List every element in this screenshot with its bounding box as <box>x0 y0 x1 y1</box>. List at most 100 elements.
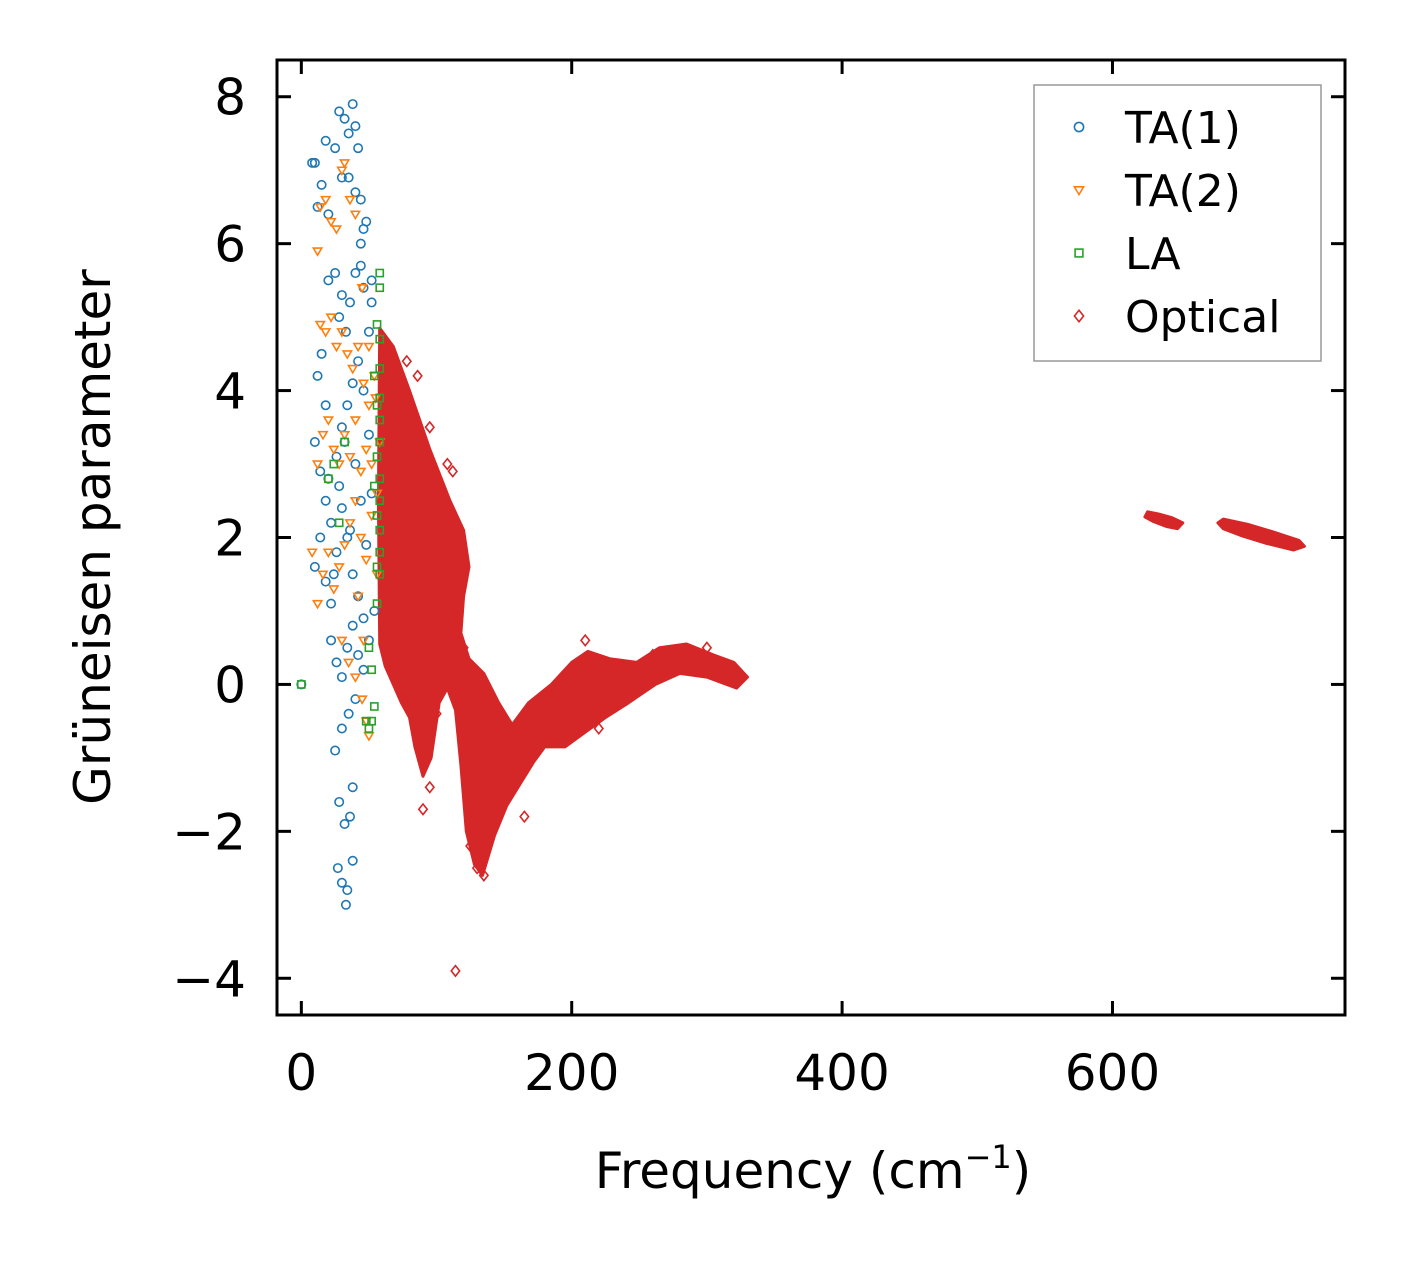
ta-2-point <box>322 416 334 426</box>
legend-label: TA(2) <box>1124 166 1241 217</box>
ta-2-point <box>349 210 362 221</box>
ta-1-point <box>339 818 350 829</box>
ta-1-point <box>336 290 347 301</box>
optical-point <box>442 457 453 471</box>
legend-marker-ta-2 <box>1073 185 1085 197</box>
y-tick-label: 2 <box>214 510 246 568</box>
ta-2-point <box>356 695 368 705</box>
ta-2-point <box>336 328 348 338</box>
optical-density-layer <box>376 326 1306 877</box>
legend-label: Optical <box>1125 292 1280 343</box>
la-point <box>375 474 385 484</box>
legend-item-ta-1: TA(1) <box>1073 103 1241 154</box>
x-axis-label-superscript: −1 <box>965 1138 1012 1176</box>
ta-1-point <box>342 885 353 896</box>
la-point <box>375 525 385 535</box>
ta-1-point <box>347 99 358 110</box>
ta-1-point <box>355 194 366 205</box>
ta-2-point <box>330 225 343 235</box>
la-point <box>372 562 382 572</box>
ta-2-point <box>357 379 370 390</box>
y-tick-labels: −4 −2 0 2 4 6 8 <box>172 69 246 1009</box>
la-point <box>375 415 385 425</box>
la-point <box>375 547 385 557</box>
ta-2-point <box>349 673 362 683</box>
y-tick-label: 0 <box>214 656 246 714</box>
la-point <box>367 665 377 675</box>
ta-2-point <box>366 460 378 470</box>
ta-2-point <box>363 342 375 353</box>
scatter-points-layer <box>296 99 713 978</box>
ta-1-point <box>347 378 358 389</box>
ta-1-point <box>355 238 366 249</box>
ta-2-point <box>371 489 383 500</box>
ta-1-point <box>316 179 327 190</box>
optical-point <box>431 501 442 515</box>
ta-2-point <box>347 364 359 375</box>
legend-items: TA(1) TA(2) LA Optical <box>1073 103 1280 343</box>
ta-1-point <box>343 708 354 719</box>
ta-1-point <box>340 326 351 337</box>
la-point <box>296 680 306 689</box>
x-tick-labels: 0 200 400 600 <box>285 1044 1160 1102</box>
ta-1-point <box>358 613 369 624</box>
ta-2-point <box>356 283 368 294</box>
x-axis-label-text: Frequency (cm <box>595 1142 965 1200</box>
ta-1-point <box>353 356 364 367</box>
y-tick-label: 8 <box>214 69 246 127</box>
la-point <box>372 452 382 462</box>
ta-2-point <box>336 636 348 647</box>
la-point <box>324 474 333 484</box>
ta-1-point <box>350 268 361 279</box>
ta-1-point <box>350 187 361 198</box>
ta-2-point <box>357 636 370 647</box>
optical-point <box>412 369 423 383</box>
la-point <box>364 643 374 653</box>
ta-1-point <box>363 429 374 440</box>
ta-1-point <box>336 672 347 683</box>
optical-point <box>478 868 490 882</box>
ta-1-point <box>309 436 320 447</box>
ta-2-point <box>306 548 318 558</box>
ta-2-point <box>311 599 324 610</box>
optical-point <box>401 354 413 368</box>
ta-2-point <box>352 592 364 603</box>
ta-1-point <box>315 466 326 477</box>
x-tick-label: 400 <box>794 1044 889 1102</box>
ta-1-point <box>330 143 341 154</box>
ta-1-point <box>309 157 320 168</box>
la-point <box>372 320 382 329</box>
ta-1-point <box>309 561 320 572</box>
legend-item-optical: Optical <box>1073 292 1280 343</box>
optical-dense-region-2 <box>1143 510 1185 531</box>
legend-item-ta-2: TA(2) <box>1073 166 1241 217</box>
la-point <box>369 481 379 491</box>
ta-2-point <box>333 563 345 573</box>
ta-2-point <box>322 548 334 558</box>
ta-2-point <box>363 401 375 412</box>
ta-1-point <box>361 539 372 550</box>
ta-2-point <box>320 328 332 338</box>
y-tick-label: −4 <box>172 950 246 1008</box>
ta-1-point <box>315 532 326 543</box>
la-point <box>361 716 371 726</box>
ta-2-point <box>352 342 364 353</box>
ta-1-point <box>345 297 356 308</box>
ta-2-point <box>338 541 351 551</box>
series-ta-2 <box>306 159 386 742</box>
legend: TA(1) TA(2) LA Optical <box>1033 84 1322 362</box>
x-axis-label-close: ) <box>1012 1142 1032 1200</box>
optical-point <box>471 861 483 875</box>
la-point <box>375 364 385 373</box>
la-point <box>372 511 382 520</box>
ta-1-point <box>366 275 377 286</box>
ta-2-point <box>355 467 367 478</box>
optical-point <box>431 707 442 721</box>
ta-2-point <box>314 320 326 331</box>
ta-2-point <box>349 416 362 426</box>
ta-1-point <box>350 121 361 132</box>
ta-1-point <box>328 569 339 580</box>
ta-2-point <box>349 497 362 507</box>
series-la <box>296 268 385 733</box>
optical-point <box>417 802 429 816</box>
